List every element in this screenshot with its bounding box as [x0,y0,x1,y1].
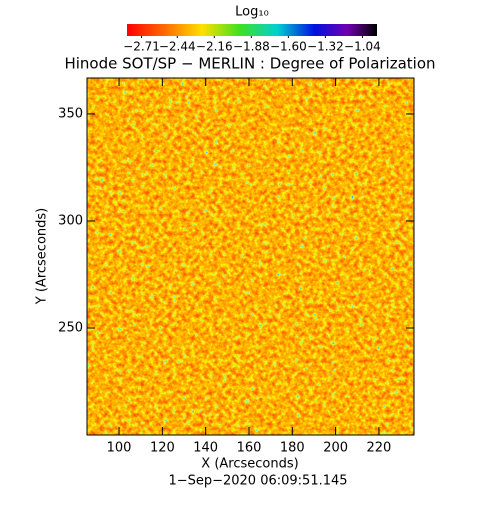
x-tick-label: 200 [323,441,348,456]
y-tick-label: 250 [58,320,83,335]
colorbar-tick-label: −1.60 [270,40,307,54]
date-label: 1−Sep−2020 06:09:51.145 [168,474,347,489]
colorbar-tick-label: −1.32 [307,40,344,54]
x-tick-label: 160 [237,441,262,456]
x-tick-label: 120 [150,441,175,456]
colorbar-tick-label: −1.88 [233,40,270,54]
x-tick-label: 220 [367,441,392,456]
colorbar-tick-label: −2.16 [196,40,233,54]
y-axis-label: Y (Arcseconds) [35,208,50,305]
chart-title: Hinode SOT/SP − MERLIN : Degree of Polar… [64,55,435,73]
plot-frame [86,77,415,436]
x-tick-label: 100 [107,441,132,456]
colorbar-tick-label: −1.04 [344,40,381,54]
colorbar-label: Log₁₀ [235,5,269,20]
y-tick-label: 300 [58,213,83,228]
y-tick-label: 350 [58,106,83,121]
colorbar-tick-label: −2.71 [123,40,160,54]
x-axis-label: X (Arcseconds) [201,457,298,472]
colorbar [127,24,377,36]
x-tick-label: 140 [193,441,218,456]
colorbar-tick-label: −2.44 [159,40,196,54]
x-tick-label: 180 [280,441,305,456]
solar-image [87,78,414,435]
